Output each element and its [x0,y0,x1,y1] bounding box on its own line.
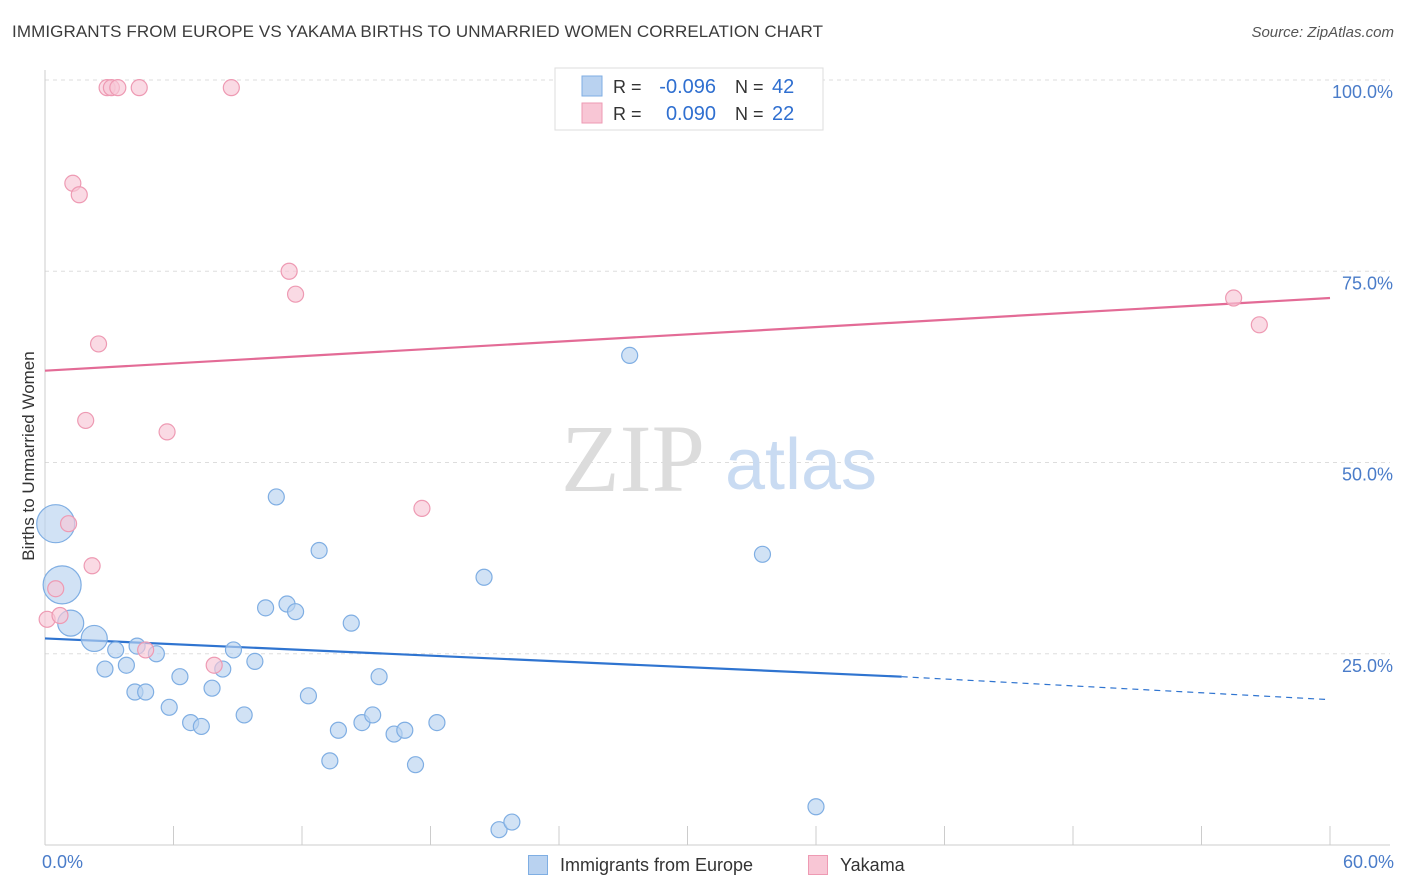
stats-n-value-1: 42 [772,76,794,98]
point-yakama-11 [109,79,127,97]
point-europe-14 [203,679,221,697]
point-europe-11 [171,668,189,686]
stats-r-label-1: R = [613,77,642,97]
point-europe-22 [286,603,305,621]
point-yakama-20 [1225,289,1243,307]
point-europe-34 [428,713,446,732]
watermark-zip: ZIP [561,405,705,512]
point-europe-10 [160,698,178,716]
point-europe-3 [80,624,108,653]
stats-legend: R = -0.096 N = 42 R = 0.090 N = 22 [554,67,824,131]
point-yakama-21 [1250,316,1268,334]
point-yakama-13 [137,641,155,659]
point-yakama-14 [158,423,176,441]
point-yakama-12 [130,79,148,97]
watermark: ZIP atlas [561,405,877,512]
y-tick-label-100: 100.0% [1332,82,1393,102]
point-europe-17 [235,706,253,724]
point-yakama-8 [89,335,108,353]
point-europe-40 [807,798,825,816]
stats-n-label-1: N = [735,77,764,97]
data-points [36,79,1268,839]
source-label: Source: ZipAtlas.com [1251,24,1394,41]
point-yakama-15 [205,656,223,674]
point-europe-4 [96,660,114,678]
legend-item-yakama[interactable]: Yakama [808,852,905,878]
point-yakama-1 [47,580,65,598]
stats-n-value-2: 22 [772,103,794,125]
point-europe-13 [192,717,210,736]
point-yakama-16 [222,79,240,97]
chart-title: IMMIGRANTS FROM EUROPE VS YAKAMA BIRTHS … [12,22,824,41]
stats-n-label-2: N = [735,104,764,124]
trend-line-europe [44,637,902,678]
point-yakama-19 [413,499,431,517]
point-europe-18 [246,652,264,671]
x-tick-label-min: 0.0% [42,852,84,872]
point-europe-33 [406,756,425,774]
y-tick-label-50: 50.0% [1342,465,1393,485]
point-yakama-3 [59,515,78,533]
y-tick-label-75: 75.0% [1342,273,1393,293]
point-europe-30 [370,668,388,686]
series-legend: Immigrants from Europe Yakama [0,852,1406,878]
point-europe-36 [490,821,508,839]
point-europe-24 [310,541,328,560]
point-europe-29 [364,706,382,724]
stats-r-value-1: -0.096 [659,76,716,98]
point-europe-19 [256,599,275,617]
trend-lines [44,296,1331,701]
point-europe-16 [224,641,243,659]
y-tick-labels: 100.0% 75.0% 50.0% 25.0% [1332,82,1393,676]
trend-line-yakama [44,296,1331,372]
y-tick-label-25: 25.0% [1342,656,1393,676]
point-yakama-2 [51,606,69,625]
grid [45,79,1390,655]
point-yakama-7 [83,557,101,575]
legend-swatch-europe [528,855,548,875]
legend-item-europe[interactable]: Immigrants from Europe [528,852,753,878]
point-yakama-17 [280,262,298,280]
point-europe-5 [107,641,125,659]
x-tick-label-max: 60.0% [1342,852,1394,872]
trend-line-europe-extension [901,676,1331,701]
point-europe-6 [117,656,135,674]
point-europe-27 [342,614,360,632]
point-yakama-5 [70,186,88,204]
point-europe-38 [621,346,639,364]
legend-swatch-yakama [808,855,828,875]
point-europe-8 [137,683,155,701]
point-yakama-18 [286,285,305,303]
y-axis-label: Births to Unmarried Women [19,351,38,560]
watermark-atlas: atlas [725,425,877,505]
point-europe-26 [329,721,348,739]
point-europe-32 [396,721,414,739]
axes [44,70,1390,846]
legend-label-europe: Immigrants from Europe [560,854,754,875]
point-yakama-6 [77,411,95,430]
point-europe-20 [267,488,285,506]
stats-r-label-2: R = [613,104,642,124]
legend-label-yakama: Yakama [840,854,905,875]
point-europe-35 [475,568,493,586]
point-europe-37 [503,813,521,831]
stats-r-value-2: 0.090 [666,103,716,125]
point-europe-25 [321,752,339,770]
point-europe-23 [299,687,318,705]
stats-swatch-blue [581,75,603,97]
point-europe-39 [753,545,772,563]
stats-swatch-pink [581,102,603,124]
